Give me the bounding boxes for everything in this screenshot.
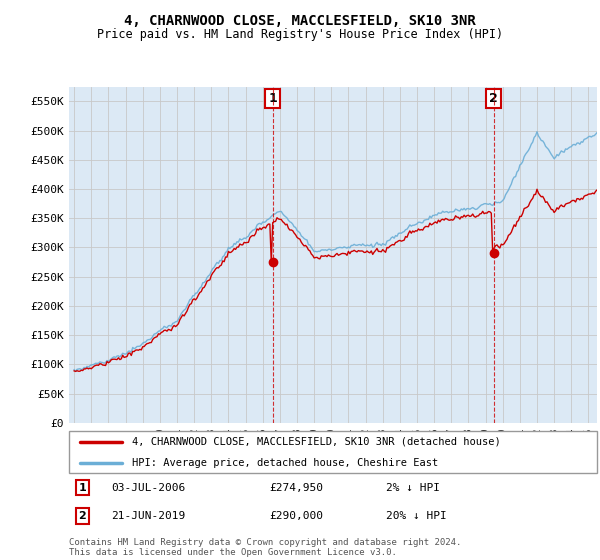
- Text: 20% ↓ HPI: 20% ↓ HPI: [386, 511, 446, 521]
- Bar: [272, 87, 494, 423]
- Text: 2: 2: [489, 92, 498, 105]
- Text: £274,950: £274,950: [269, 483, 323, 493]
- FancyBboxPatch shape: [69, 431, 597, 473]
- Text: HPI: Average price, detached house, Cheshire East: HPI: Average price, detached house, Ches…: [133, 458, 439, 468]
- Text: 1: 1: [268, 92, 277, 105]
- Text: 21-JUN-2019: 21-JUN-2019: [111, 511, 185, 521]
- Text: Price paid vs. HM Land Registry's House Price Index (HPI): Price paid vs. HM Land Registry's House …: [97, 28, 503, 41]
- Text: 4, CHARNWOOD CLOSE, MACCLESFIELD, SK10 3NR (detached house): 4, CHARNWOOD CLOSE, MACCLESFIELD, SK10 3…: [133, 437, 501, 447]
- Text: Contains HM Land Registry data © Crown copyright and database right 2024.
This d: Contains HM Land Registry data © Crown c…: [69, 538, 461, 557]
- Text: 2% ↓ HPI: 2% ↓ HPI: [386, 483, 440, 493]
- Text: 1: 1: [79, 483, 86, 493]
- Text: £290,000: £290,000: [269, 511, 323, 521]
- Text: 03-JUL-2006: 03-JUL-2006: [111, 483, 185, 493]
- Text: 4, CHARNWOOD CLOSE, MACCLESFIELD, SK10 3NR: 4, CHARNWOOD CLOSE, MACCLESFIELD, SK10 3…: [124, 14, 476, 28]
- Text: 2: 2: [79, 511, 86, 521]
